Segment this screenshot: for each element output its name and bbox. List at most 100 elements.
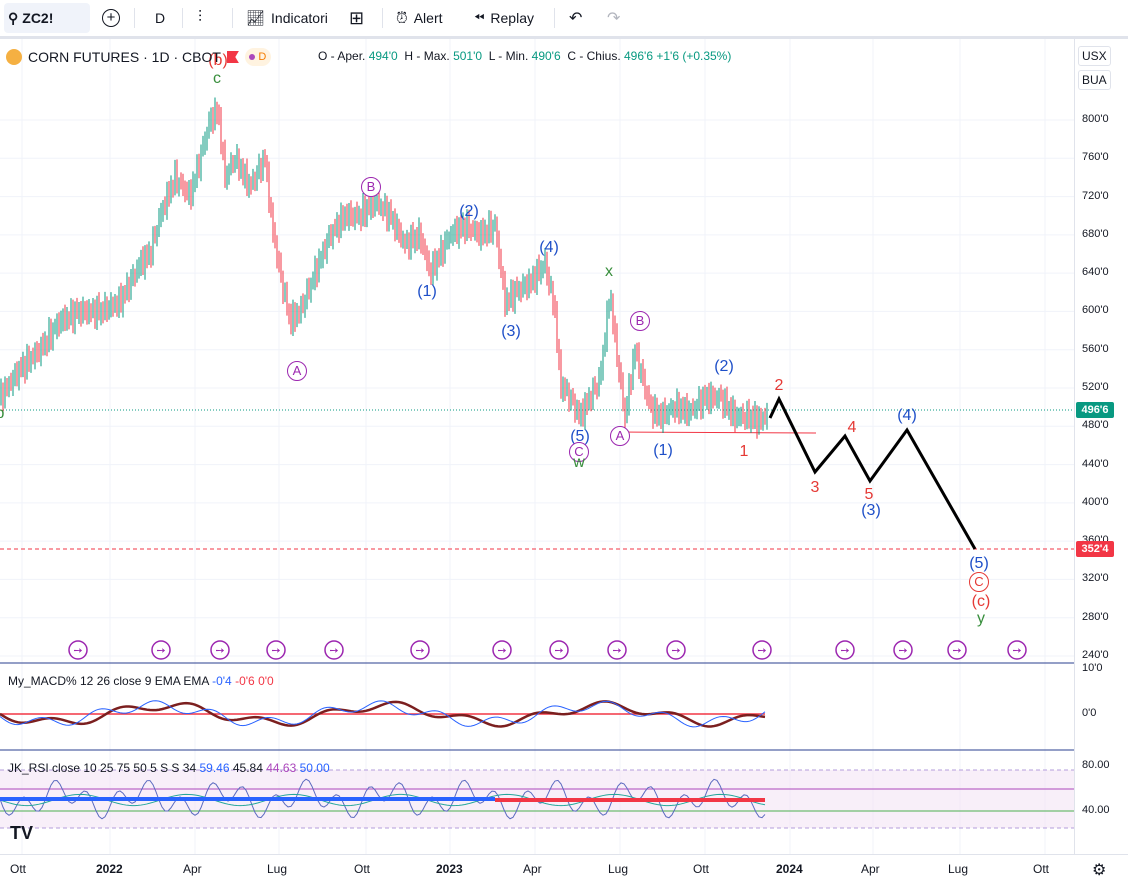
macd-legend[interactable]: My_MACD% 12 26 close 9 EMA EMA -0'4 -0'6… (8, 674, 274, 688)
event-arrow-glyph: ➙ (497, 644, 506, 657)
settings-button[interactable]: ⚙︎ (1092, 860, 1106, 880)
event-marker-icon (752, 640, 772, 660)
replay-button[interactable]: ⏪︎ Replay (474, 0, 534, 36)
open-value: 494'0 (368, 49, 398, 63)
price-tick-label: 600'0 (1082, 304, 1109, 317)
gear-icon: ⚙︎ (1092, 862, 1107, 879)
chart-canvas[interactable]: ➙ ➙ ➙ ➙ ➙ ➙ ➙ ➙ ➙ ➙ ➙ ➙ ➙ ➙ ➙ (0, 39, 1074, 854)
change-value: +1'6 (+0.35%) (656, 49, 732, 63)
rsi-value-4: 50.00 (299, 761, 330, 775)
price-tick-label: 640'0 (1082, 266, 1109, 279)
wave-label-r5: 5 (864, 486, 874, 503)
chart-title: CORN FUTURES · 1D · CBOT (28, 49, 221, 65)
high-value: 501'0 (453, 49, 483, 63)
time-tick-label: Lug (948, 862, 969, 876)
last-price-value: 496'6 (1081, 404, 1109, 416)
macd-signal-line (0, 700, 766, 728)
projection-path (768, 395, 977, 550)
macd-name: My_MACD% 12 26 close 9 EMA EMA (8, 674, 209, 688)
bars-icon: ⫶ (198, 9, 203, 26)
price-tick-label: 760'0 (1082, 151, 1109, 164)
wave-label-p5: (5) (969, 555, 989, 572)
support-line (619, 431, 817, 434)
replay-label: Replay (490, 10, 534, 26)
layouts-button[interactable]: ⊞ (349, 0, 364, 36)
event-markers: ➙ ➙ ➙ ➙ ➙ ➙ ➙ ➙ ➙ ➙ ➙ ➙ ➙ ➙ ➙ (68, 640, 1027, 660)
badge-label: D (258, 51, 267, 63)
alert-label: Alert (413, 10, 443, 26)
chart-legend: CORN FUTURES · 1D · CBOT D (6, 48, 271, 66)
unit-select[interactable]: BUA (1078, 70, 1111, 90)
time-tick-label: Apr (523, 862, 542, 876)
price-tick-label: 320'0 (1082, 572, 1109, 585)
indicators-button[interactable]: 📈︎ Indicatori (246, 0, 328, 36)
alert-button[interactable]: ⏰︎ Alert (396, 0, 443, 36)
symbol-search[interactable]: ⚲ ZC2! (4, 3, 90, 33)
event-marker-icon (607, 640, 627, 660)
wave-label-B2: B (626, 311, 654, 331)
time-axis[interactable] (0, 854, 1128, 889)
wave-label-x: x (605, 263, 613, 280)
compare-button[interactable]: + (102, 0, 120, 36)
rewind-icon: ⏪︎ (474, 10, 485, 25)
price-tick-label: 680'0 (1082, 227, 1109, 240)
flag-icon[interactable] (226, 51, 239, 63)
unit-label: BUA (1082, 73, 1107, 87)
event-arrow-glyph: ➙ (415, 644, 424, 657)
event-marker-icon (835, 640, 855, 660)
wave-label-p4: (4) (897, 407, 917, 424)
tv-logo-icon: TV (10, 823, 34, 843)
price-axis[interactable] (1074, 39, 1128, 854)
time-tick-label: Apr (183, 862, 202, 876)
open-label: O - Aper. (318, 49, 366, 63)
symbol-logo-icon (6, 49, 22, 65)
macd-lines (0, 700, 766, 728)
time-tick-label: Ott (354, 862, 371, 876)
interval-button[interactable]: D (155, 0, 165, 36)
event-arrow-glyph: ➙ (757, 644, 766, 657)
chart-type-button[interactable]: ⫶ (198, 0, 202, 36)
redo-button[interactable]: ↷ (607, 0, 620, 36)
event-arrow-glyph: ➙ (271, 644, 280, 657)
wave-label-r2: 2 (774, 377, 784, 394)
wave-label-p3: (3) (861, 502, 881, 519)
event-arrow-glyph: ➙ (898, 644, 907, 657)
plus-circle-icon: + (102, 9, 120, 27)
event-arrow-glyph: ➙ (156, 644, 165, 657)
event-arrow-glyph: ➙ (554, 644, 563, 657)
rsi-legend[interactable]: JK_RSI close 10 25 75 50 5 S S 34 59.46 … (8, 761, 330, 775)
indicator-tick-label: 0'0 (1082, 707, 1097, 719)
rsi-value-3: 44.63 (266, 761, 297, 775)
event-marker-icon (492, 640, 512, 660)
event-arrow-glyph: ➙ (73, 644, 82, 657)
price-tick-label: 560'0 (1082, 342, 1109, 355)
high-label: H - Max. (404, 49, 450, 63)
indicator-tick-label: 80.00 (1082, 759, 1110, 771)
market-status-badge: D (244, 48, 271, 66)
undo-button[interactable]: ↶ (569, 0, 582, 36)
price-tick-label: 720'0 (1082, 189, 1109, 202)
wave-label-b_left: b (0, 405, 14, 423)
interval-label: D (155, 10, 166, 26)
wave-label-v2: (2) (714, 358, 734, 375)
price-tick-label: 240'0 (1082, 649, 1109, 661)
time-tick-label: Ott (10, 862, 27, 876)
rsi-value-2: 45.84 (232, 761, 263, 775)
rsi-value-1: 59.46 (199, 761, 230, 775)
undo-icon: ↶ (569, 10, 583, 27)
price-bars (0, 97, 768, 439)
search-icon: ⚲ (8, 9, 19, 26)
event-marker-icon (151, 640, 171, 660)
event-arrow-glyph: ➙ (952, 644, 961, 657)
macd-value-3: 0'0 (258, 674, 274, 688)
event-marker-icon (947, 640, 967, 660)
indicator-tick-label: 10'0 (1082, 662, 1103, 674)
wave-label-C1: C (565, 442, 593, 462)
tradingview-logo[interactable]: TV (10, 823, 33, 844)
price-tick-label: 440'0 (1082, 457, 1109, 470)
low-label: L - Min. (488, 49, 529, 63)
rsi-lines (0, 778, 766, 820)
wave-label-w2: (2) (459, 203, 479, 220)
session-dot-icon (249, 54, 256, 60)
currency-select[interactable]: USX (1078, 46, 1111, 66)
